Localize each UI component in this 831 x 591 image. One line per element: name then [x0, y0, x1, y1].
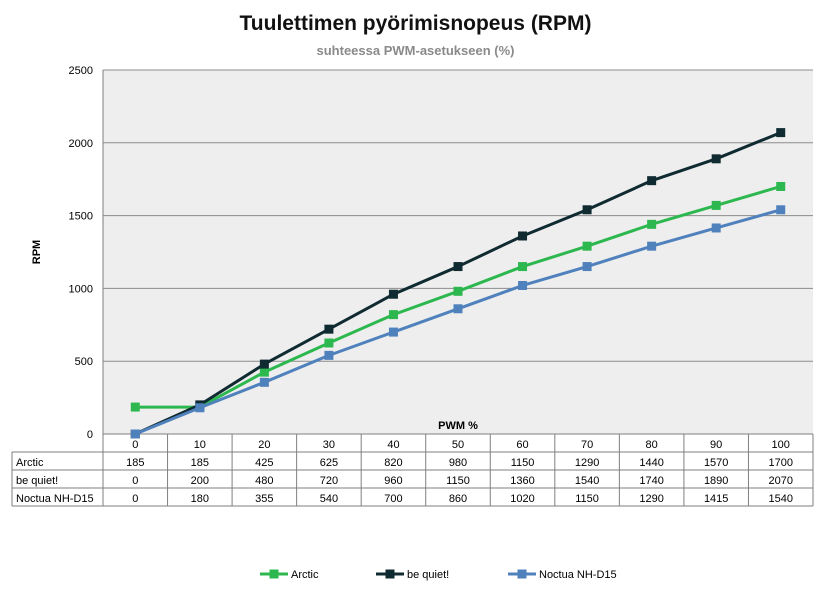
table-cell-value: 1700	[768, 457, 792, 469]
table-cell-value: 1415	[704, 493, 728, 505]
table-cell-value: 700	[384, 493, 402, 505]
table-cell-value: 180	[191, 493, 209, 505]
table-cell-value: 2070	[768, 475, 792, 487]
x-tick-label: 50	[452, 439, 464, 451]
chart-subtitle: suhteessa PWM-asetukseen (%)	[316, 43, 515, 58]
table-cell-value: 200	[191, 475, 209, 487]
table-cell-value: 1890	[704, 475, 728, 487]
data-point	[195, 403, 205, 413]
table-series-name: Arctic	[16, 457, 44, 469]
legend-label: Arctic	[291, 569, 319, 581]
table-cell-value: 1150	[575, 493, 599, 505]
data-point	[776, 181, 786, 191]
table-cell-value: 860	[449, 493, 467, 505]
y-tick-label: 500	[75, 356, 93, 368]
data-point	[711, 200, 721, 210]
data-point	[711, 223, 721, 233]
table-cell-value: 1290	[575, 457, 599, 469]
plot-area	[103, 70, 813, 434]
chart-title: Tuulettimen pyörimisnopeus (RPM)	[239, 12, 592, 35]
x-tick-label: 60	[516, 439, 528, 451]
data-point	[647, 241, 657, 251]
y-tick-label: 1000	[69, 283, 93, 295]
y-axis-title: RPM	[31, 240, 43, 264]
data-point	[711, 154, 721, 164]
x-tick-label: 70	[581, 439, 593, 451]
table-cell-value: 540	[320, 493, 338, 505]
data-point	[518, 280, 528, 290]
data-point	[647, 176, 657, 186]
legend-label: be quiet!	[407, 569, 449, 581]
data-point	[388, 289, 398, 299]
table-cell-value: 480	[255, 475, 273, 487]
data-point	[582, 262, 592, 272]
table-cell-value: 185	[191, 457, 209, 469]
table-cell-value: 960	[384, 475, 402, 487]
y-tick-label: 0	[87, 429, 93, 441]
table-series-name: Noctua NH-D15	[16, 493, 94, 505]
table-cell-value: 820	[384, 457, 402, 469]
table-cell-value: 425	[255, 457, 273, 469]
data-point	[388, 327, 398, 337]
table-cell-value: 1360	[510, 475, 534, 487]
table-cell-value: 355	[255, 493, 273, 505]
data-point	[130, 402, 140, 412]
table-cell-value: 1740	[639, 475, 663, 487]
legend-marker	[269, 569, 279, 579]
x-tick-label: 100	[772, 439, 790, 451]
data-point	[453, 304, 463, 314]
legend-marker	[385, 569, 395, 579]
y-tick-label: 2500	[69, 65, 93, 77]
table-cell-value: 1150	[446, 475, 470, 487]
data-point	[776, 205, 786, 215]
x-tick-label: 90	[710, 439, 722, 451]
data-point	[518, 262, 528, 272]
table-cell-value: 1440	[639, 457, 663, 469]
table-series-name: be quiet!	[16, 475, 58, 487]
table-cell-value: 0	[132, 493, 138, 505]
table-cell-value: 1540	[575, 475, 599, 487]
data-point	[582, 205, 592, 215]
data-point	[582, 241, 592, 251]
data-point	[388, 310, 398, 320]
x-tick-label: 20	[258, 439, 270, 451]
data-point	[776, 128, 786, 138]
x-tick-label: 30	[323, 439, 335, 451]
table-cell-value: 1020	[510, 493, 534, 505]
table-cell-value: 0	[132, 475, 138, 487]
y-tick-label: 2000	[69, 138, 93, 150]
data-point	[324, 350, 334, 360]
table-cell-value: 1290	[639, 493, 663, 505]
table-cell-value: 980	[449, 457, 467, 469]
table-cell-value: 185	[126, 457, 144, 469]
data-point	[130, 429, 140, 439]
legend-marker	[517, 569, 527, 579]
data-point	[518, 231, 528, 241]
table-cell-value: 1150	[511, 457, 535, 469]
data-point	[324, 338, 334, 348]
data-point	[453, 286, 463, 296]
y-tick-label: 1500	[69, 211, 93, 223]
x-tick-label: 80	[646, 439, 658, 451]
data-point	[259, 377, 269, 387]
x-tick-label: 0	[132, 439, 138, 451]
legend-label: Noctua NH-D15	[539, 569, 617, 581]
data-point	[453, 262, 463, 272]
x-tick-label: 40	[387, 439, 399, 451]
data-point	[324, 324, 334, 334]
table-cell-value: 1540	[768, 493, 792, 505]
x-tick-label: 10	[194, 439, 206, 451]
data-point	[259, 359, 269, 369]
data-point	[647, 219, 657, 229]
table-cell-value: 720	[320, 475, 338, 487]
x-axis-title: PWM %	[438, 420, 478, 432]
table-cell-value: 625	[320, 457, 338, 469]
data-point	[259, 367, 269, 377]
table-cell-value: 1570	[704, 457, 728, 469]
